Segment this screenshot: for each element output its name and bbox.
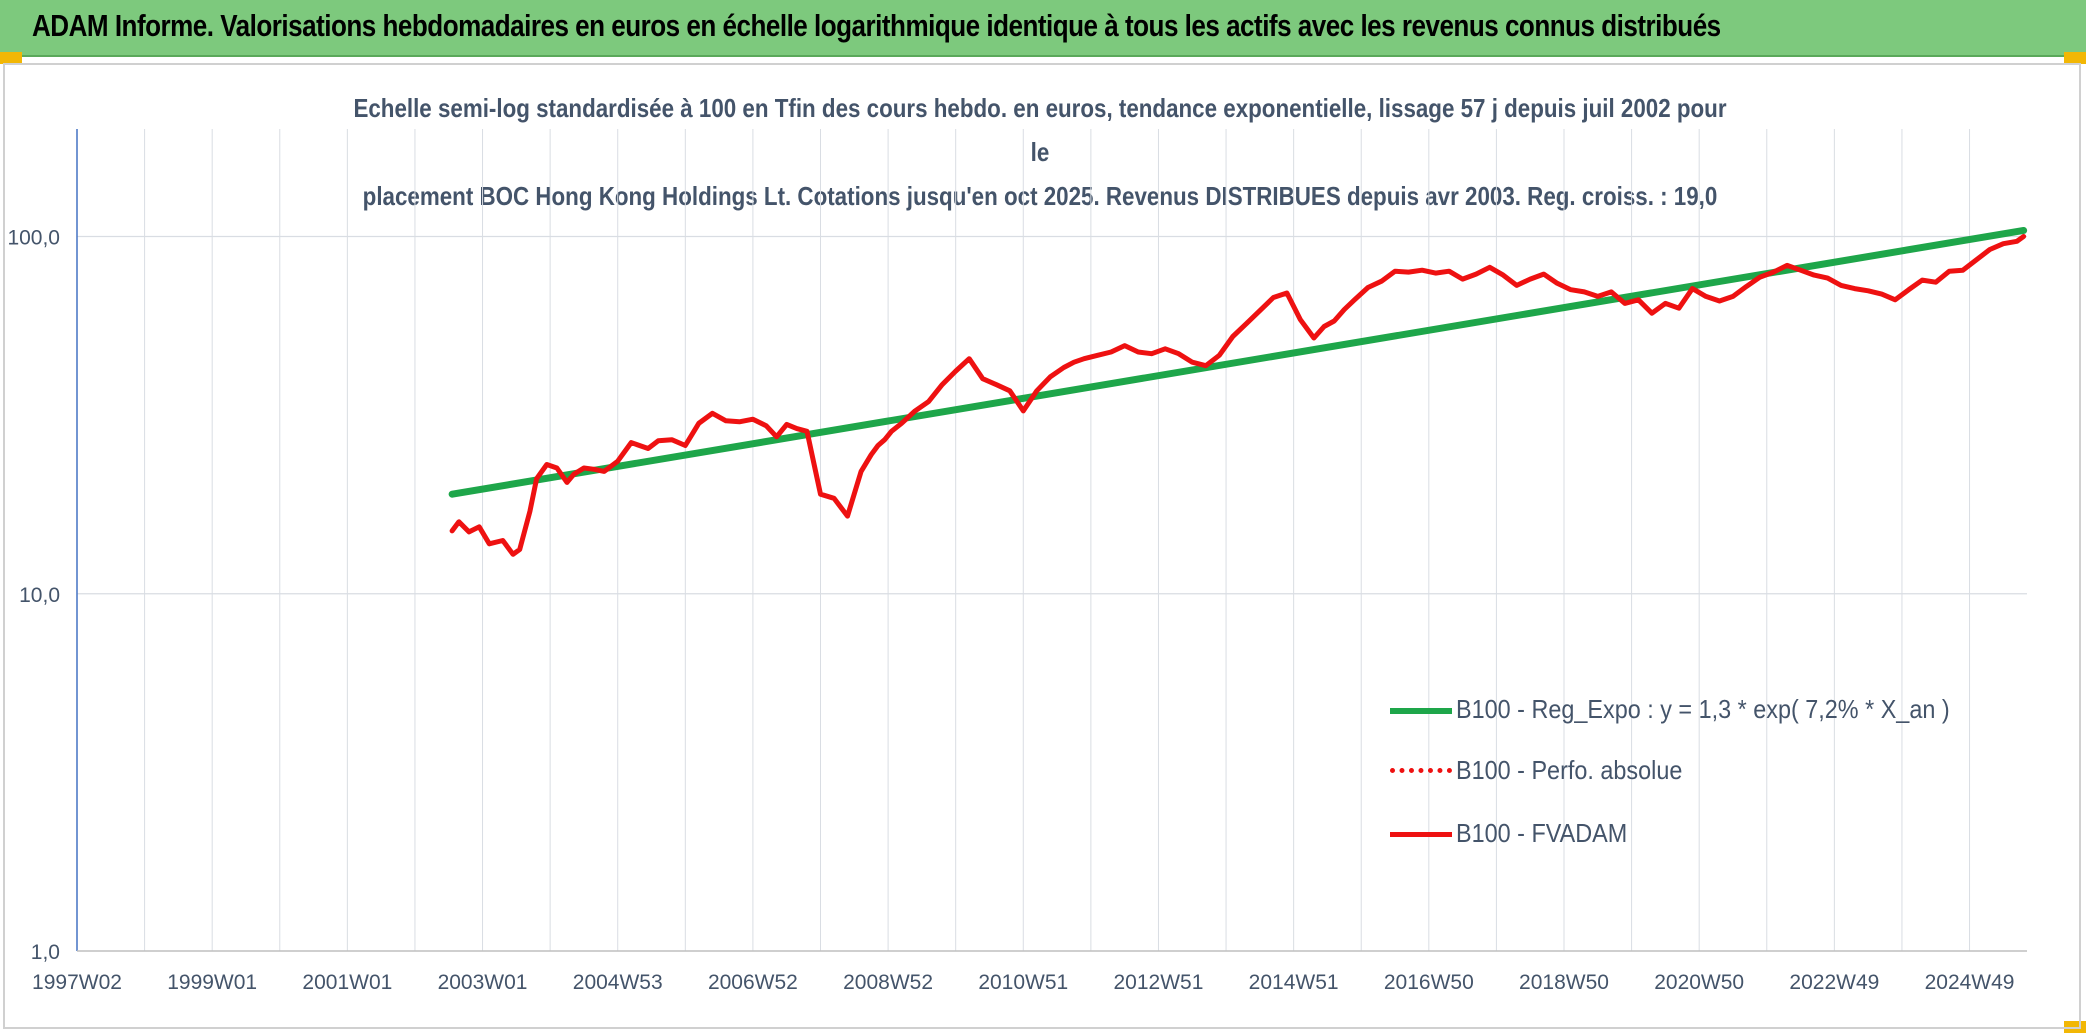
legend-label-fvadam: B100 - FVADAM — [1456, 818, 1628, 848]
legend-swatch-perfo — [1390, 768, 1452, 773]
x-tick-label: 2014W51 — [1249, 971, 1339, 994]
legend-label-trend: B100 - Reg_Expo : y = 1,3 * exp( 7,2% * … — [1456, 694, 1950, 724]
chart-title-line2: placement BOC Hong Kong Holdings Lt. Cot… — [362, 181, 1718, 211]
legend-item-perfo: B100 - Perfo. absolue — [1390, 751, 1990, 791]
x-tick-label: 2020W50 — [1654, 971, 1744, 994]
trend-line — [448, 226, 2028, 498]
legend-swatch-trend — [1390, 708, 1452, 714]
x-tick-label: 1997W02 — [32, 971, 122, 994]
x-tick-label: 2018W50 — [1519, 971, 1609, 994]
x-tick-label: 2024W49 — [1925, 971, 2015, 994]
x-tick-label: 2022W49 — [1789, 971, 1879, 994]
chart-title: Echelle semi-log standardisée à 100 en T… — [240, 86, 1840, 218]
y-tick-label: 10,0 — [19, 584, 60, 607]
y-tick-label: 100,0 — [7, 227, 60, 250]
legend-item-trend: B100 - Reg_Expo : y = 1,3 * exp( 7,2% * … — [1390, 690, 1990, 730]
x-tick-label: 1999W01 — [167, 971, 257, 994]
report-title: ADAM Informe. Valorisations hebdomadaire… — [32, 8, 1721, 43]
x-tick-label: 2012W51 — [1114, 971, 1204, 994]
x-tick-label: 2001W01 — [302, 971, 392, 994]
x-tick-label: 2003W01 — [438, 971, 528, 994]
x-tick-label: 2004W53 — [573, 971, 663, 994]
fvadam-series-line — [449, 234, 2027, 557]
corner-marker-right — [2064, 52, 2086, 64]
legend-swatch-fvadam — [1390, 832, 1452, 837]
legend-label-perfo: B100 - Perfo. absolue — [1456, 755, 1683, 785]
x-tick-label: 2008W52 — [843, 971, 933, 994]
report-banner: ADAM Informe. Valorisations hebdomadaire… — [0, 0, 2086, 57]
chart-title-line1: Echelle semi-log standardisée à 100 en T… — [353, 93, 1727, 167]
chart-frame — [3, 63, 2081, 1029]
corner-marker-left — [0, 52, 22, 64]
legend-item-fvadam: B100 - FVADAM — [1390, 814, 1990, 854]
x-tick-label: 2006W52 — [708, 971, 798, 994]
x-tick-label: 2016W50 — [1384, 971, 1474, 994]
y-tick-label: 1,0 — [31, 941, 60, 964]
x-tick-label: 2010W51 — [978, 971, 1068, 994]
